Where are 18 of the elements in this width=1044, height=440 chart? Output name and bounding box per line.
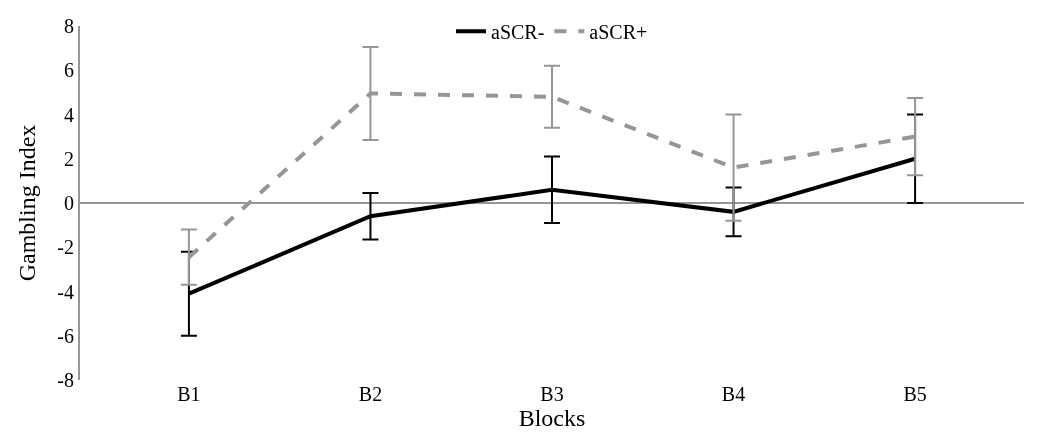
y-tick-label: 8: [64, 15, 74, 37]
y-axis-title: Gambling Index: [13, 124, 40, 282]
y-tick-label: -8: [57, 369, 74, 391]
x-tick-label: B5: [903, 383, 927, 405]
x-axis-title: Blocks: [518, 405, 586, 431]
x-tick-label: B4: [721, 383, 746, 405]
y-tick-label: 2: [64, 147, 74, 170]
y-tick-label: -6: [57, 324, 74, 347]
y-tick-label: -2: [57, 236, 74, 259]
x-tick-label: B2: [358, 383, 383, 405]
legend-label: aSCR-: [491, 21, 545, 44]
legend-label: aSCR+: [589, 21, 648, 44]
y-tick-label: -4: [57, 280, 74, 303]
y-tick-label: 0: [64, 192, 74, 214]
x-tick-label: B1: [177, 383, 201, 405]
x-tick-label: B3: [540, 383, 564, 405]
y-tick-label: 6: [64, 59, 74, 82]
y-tick-label: 4: [64, 103, 74, 126]
